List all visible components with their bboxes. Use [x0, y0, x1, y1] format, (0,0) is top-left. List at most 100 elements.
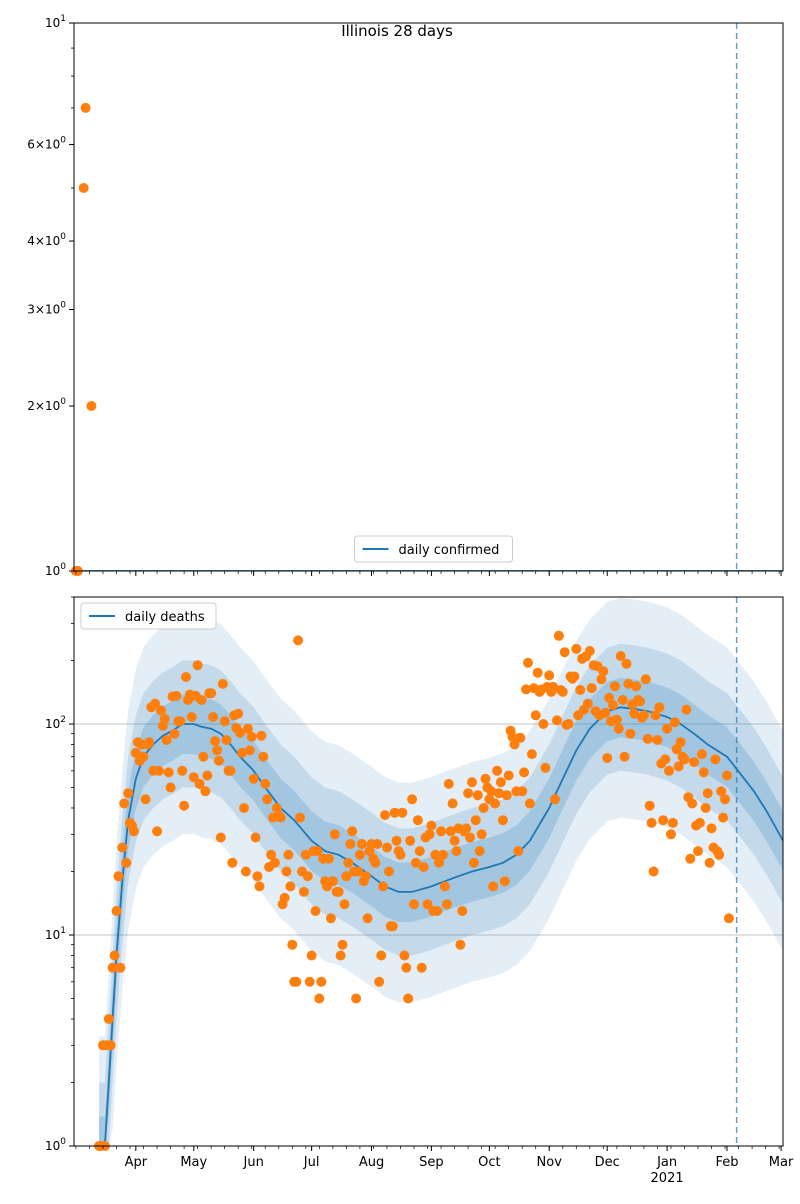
data-point [443, 778, 454, 789]
data-point [586, 683, 597, 694]
data-point [478, 803, 489, 813]
data-point [171, 690, 182, 701]
data-point [557, 686, 568, 697]
data-point [652, 735, 663, 745]
data-point [161, 735, 172, 745]
data-point [714, 849, 725, 860]
data-point [501, 790, 512, 801]
data-point [530, 710, 541, 721]
data-point [436, 826, 447, 837]
data-point [380, 810, 390, 821]
data-point [524, 798, 535, 809]
x-tick-label: Nov [537, 1155, 563, 1170]
data-point [698, 767, 709, 778]
data-point [262, 794, 273, 805]
x-tick-label: Sep [419, 1155, 444, 1170]
data-point [360, 871, 371, 882]
x-tick-label: May [180, 1155, 207, 1170]
data-point [492, 765, 503, 776]
data-point [291, 976, 302, 987]
data-point [254, 881, 265, 892]
x-tick-label: Apr [125, 1155, 148, 1170]
data-point [109, 950, 120, 961]
data-point [121, 857, 132, 868]
data-point [152, 826, 163, 837]
data-point [694, 817, 705, 828]
data-point [615, 651, 626, 661]
data-point [461, 823, 472, 834]
data-point [600, 707, 611, 718]
data-point [155, 705, 166, 716]
x-tick-label: Jul [303, 1155, 320, 1170]
data-point [642, 733, 653, 744]
data-point [704, 857, 715, 868]
data-point [596, 674, 607, 685]
data-point [523, 657, 533, 668]
data-point [509, 739, 520, 750]
data-point [239, 803, 249, 813]
data-point [494, 788, 504, 799]
data-point [648, 866, 659, 877]
data-point [638, 710, 649, 721]
data-point [169, 728, 180, 739]
data-point [681, 704, 692, 715]
data-point [582, 698, 593, 709]
data-point [445, 826, 456, 837]
data-point [219, 716, 230, 727]
data-point [227, 857, 238, 868]
data-point [333, 886, 344, 897]
data-point [221, 735, 232, 745]
data-point [447, 798, 458, 809]
data-point [300, 849, 311, 860]
data-point [196, 695, 207, 705]
data-point [488, 881, 499, 892]
data-point [266, 849, 277, 860]
data-point [544, 670, 555, 681]
y-tick-label: 100 [45, 562, 66, 578]
data-point [401, 962, 412, 973]
data-point [275, 812, 286, 823]
confidence-band [99, 597, 783, 1146]
data-point [700, 803, 711, 813]
data-point [382, 842, 392, 853]
x-tick-label: Jan [656, 1155, 677, 1170]
data-point [165, 782, 176, 793]
x-tick-label: Dec [595, 1155, 620, 1170]
x-tick-sublabel: 2021 [651, 1171, 684, 1186]
data-point [86, 401, 97, 411]
data-point [159, 713, 170, 724]
data-point [654, 702, 665, 713]
data-point [519, 767, 530, 778]
data-point [225, 765, 236, 776]
data-point [163, 767, 174, 778]
data-point [233, 708, 244, 719]
data-point [468, 857, 479, 868]
data-point [403, 993, 414, 1004]
data-point [298, 886, 309, 897]
data-point [337, 939, 348, 950]
data-point [532, 667, 543, 678]
data-point [687, 798, 698, 809]
data-point [130, 747, 141, 758]
data-point [465, 832, 475, 843]
data-point [480, 773, 491, 784]
data-point [664, 765, 674, 776]
data-point [720, 794, 730, 805]
data-point [283, 849, 294, 860]
data-point [341, 871, 352, 882]
data-point [409, 899, 419, 910]
data-point [658, 815, 669, 826]
data-point [154, 765, 164, 776]
data-point [675, 737, 686, 748]
data-point [119, 798, 130, 809]
data-point [490, 798, 501, 809]
data-point [362, 913, 373, 924]
data-point [608, 700, 618, 711]
data-point [441, 899, 452, 910]
data-point [667, 817, 678, 828]
data-point [463, 788, 474, 799]
data-point [449, 835, 460, 846]
data-point [324, 853, 334, 864]
data-point [128, 826, 139, 837]
